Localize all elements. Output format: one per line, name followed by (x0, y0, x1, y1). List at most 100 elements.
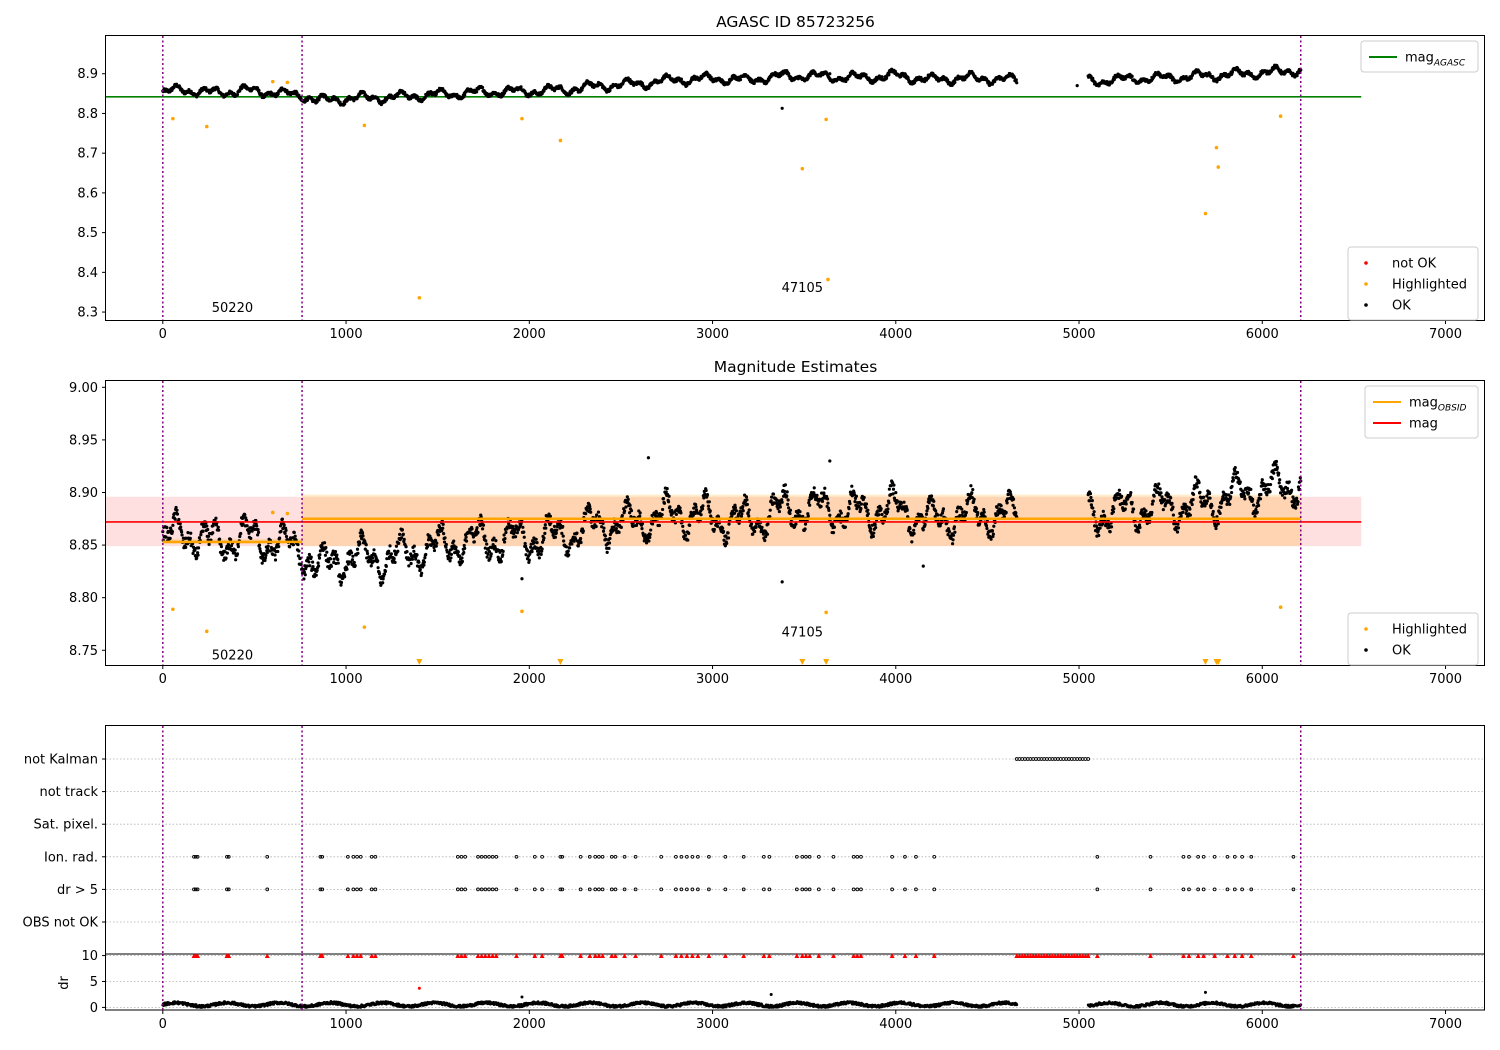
middle-panel-ok-point (288, 545, 292, 549)
middle-panel-ok-point (1136, 530, 1141, 534)
middle-panel-xtick-label: 4000 (879, 672, 912, 687)
middle-panel-ok-point (1285, 486, 1290, 491)
middle-panel-ok-point (211, 531, 215, 535)
flags-panel-flag-marker (659, 854, 664, 859)
top-panel-highlighted-point (171, 116, 175, 121)
flags-panel-row-label: Sat. pixel. (34, 818, 98, 833)
middle-panel-ok-point (1161, 507, 1165, 512)
middle-panel-ok-point (628, 511, 632, 515)
middle-panel-ok-point (638, 511, 642, 515)
top-panel-xtick-label: 3000 (696, 327, 729, 342)
middle-panel-ok-point (1275, 465, 1279, 470)
middle-panel-ok-outlier (780, 580, 784, 584)
middle-panel-ok-point (316, 564, 321, 568)
flags-panel-flag-marker (358, 887, 363, 892)
middle-panel-ok-point (1188, 513, 1192, 517)
top-panel-ytick-label: 8.6 (77, 186, 98, 201)
middle-panel-ok-point (309, 555, 313, 559)
middle-panel-ok-point (567, 553, 571, 557)
flags-panel-row-label: OBS not OK (23, 916, 99, 931)
middle-panel-ok-point (662, 501, 667, 505)
middle-panel-ok-point (537, 556, 541, 560)
middle-panel-ok-point (828, 513, 832, 517)
top-panel-ok-point (1295, 74, 1299, 78)
top-panel-xtick-label: 1000 (330, 327, 363, 342)
flags-panel-flag-marker (490, 854, 495, 859)
middle-panel-ok-point (191, 551, 195, 556)
middle-panel-ok-point (352, 560, 356, 565)
middle-panel-ok-point (780, 498, 784, 502)
middle-panel-ok-point (866, 508, 870, 512)
middle-panel-xtick-label: 2000 (513, 672, 546, 687)
middle-panel-ok-point (318, 549, 322, 553)
middle-panel-ok-point (952, 525, 957, 529)
top-panel-ok-point (880, 75, 884, 79)
middle-panel-ok-point (712, 527, 716, 532)
middle-panel-ok-point (441, 522, 445, 526)
middle-panel-ok-point (657, 523, 661, 528)
flags-panel-flag-marker (890, 887, 894, 892)
middle-panel-ok-point (243, 513, 247, 517)
flags-panel-flag-marker (593, 854, 598, 859)
middle-panel-ok-point (1176, 522, 1180, 526)
middle-panel-ok-point (607, 546, 611, 550)
flags-panel-flag-marker (761, 887, 766, 892)
middle-panel-ok-point (1235, 470, 1240, 475)
middle-panel-ok-point (880, 512, 884, 517)
middle-panel-xtick-label: 7000 (1429, 672, 1462, 687)
middle-panel-ok-point (947, 530, 951, 534)
middle-panel-ok-point (830, 522, 835, 526)
middle-panel-ok-point (1120, 494, 1124, 498)
middle-panel-ok-point (543, 531, 547, 535)
middle-panel-ok-point (255, 524, 259, 528)
middle-panel-ok-point (934, 509, 938, 513)
flags-panel-flag-marker (1086, 757, 1091, 761)
middle-panel-ok-point (193, 548, 197, 552)
middle-panel-ok-point (1169, 496, 1173, 500)
middle-panel-ok-point (260, 561, 264, 565)
middle-panel-ok-point (575, 531, 579, 535)
middle-panel-ok-point (174, 505, 178, 510)
middle-panel-ok-point (350, 558, 355, 562)
middle-panel-ok-point (661, 507, 665, 512)
middle-panel-ok-point (347, 560, 351, 564)
middle-panel-ok-point (484, 539, 488, 543)
middle-panel-ok-point (704, 488, 708, 493)
middle-panel-ok-point (746, 511, 750, 515)
middle-panel-ok-point (1166, 492, 1170, 497)
flags-panel-flag-marker (890, 854, 894, 859)
top-panel-highlighted-point (1203, 211, 1208, 216)
middle-panel-ok-point (890, 481, 895, 485)
flags-panel-flag-marker (540, 887, 544, 892)
flags-panel-flag-marker (613, 854, 618, 859)
middle-panel-ok-point (894, 491, 898, 495)
middle-panel-ok-point (568, 546, 572, 550)
middle-panel-ok-point (600, 525, 604, 529)
middle-panel-ok-point (522, 530, 526, 534)
middle-panel-ok-point (786, 498, 790, 502)
middle-panel-ok-point (921, 528, 925, 532)
flags-panel-flag-marker (816, 887, 821, 892)
middle-panel-ok-point (760, 525, 764, 529)
middle-panel-ok-point (1091, 506, 1095, 510)
middle-panel-ok-point (985, 526, 989, 531)
middle-panel-ok-point (699, 513, 703, 517)
middle-panel-ok-point (661, 496, 666, 501)
middle-panel-ok-point (1150, 502, 1154, 506)
middle-panel-ok-point (1277, 471, 1281, 476)
top-panel-xtick-label: 4000 (879, 327, 912, 342)
middle-panel-ok-point (827, 508, 831, 512)
middle-panel-ok-point (266, 547, 270, 551)
middle-panel-ok-point (180, 533, 184, 537)
top-panel-ok-point (738, 78, 743, 82)
middle-panel-ok-point (1131, 507, 1136, 511)
middle-panel-ok-point (941, 507, 946, 511)
middle-panel-ok-point (1210, 504, 1214, 508)
middle-panel-ok-point (266, 544, 270, 548)
flags-panel-flag-marker (1181, 854, 1186, 859)
top-panel-ok-point (1112, 77, 1116, 82)
middle-panel-ok-point (325, 550, 329, 554)
middle-panel-ok-point (561, 524, 565, 529)
middle-panel-ok-point (207, 542, 211, 547)
middle-panel-ok-point (404, 545, 408, 549)
